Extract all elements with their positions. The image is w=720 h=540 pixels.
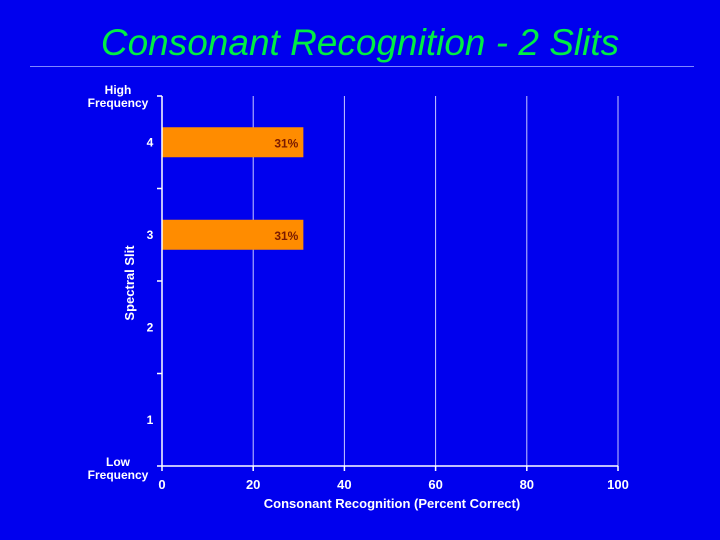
y-axis-label: Spectral Slit [122,245,137,321]
x-tick-label-40: 40 [337,477,351,492]
y-tick-label-2: 2 [147,320,154,334]
bar-slit-3 [162,219,304,250]
x-tick-label-100: 100 [607,477,629,492]
x-axis-label: Consonant Recognition (Percent Correct) [264,496,520,511]
slide-title: Consonant Recognition - 2 Slits [100,22,620,63]
y-top-label-line-1: High [105,83,132,97]
y-tick-label-1: 1 [147,413,154,427]
y-bottom-label-line-1: Low [106,455,131,469]
x-tick-label-60: 60 [428,477,442,492]
x-tick-label-20: 20 [246,477,260,492]
y-bottom-label-line-2: Frequency [88,468,149,482]
y-top-label-line-2: Frequency [88,96,149,110]
y-tick-label-3: 3 [147,228,154,242]
bar-slit-4 [162,127,304,158]
x-tick-label-0: 0 [158,477,165,492]
x-tick-label-80: 80 [520,477,534,492]
y-tick-label-4: 4 [147,135,154,149]
bar-label-slit-4: 31% [274,136,298,150]
bar-label-slit-3: 31% [274,229,298,243]
title-divider [30,66,694,67]
